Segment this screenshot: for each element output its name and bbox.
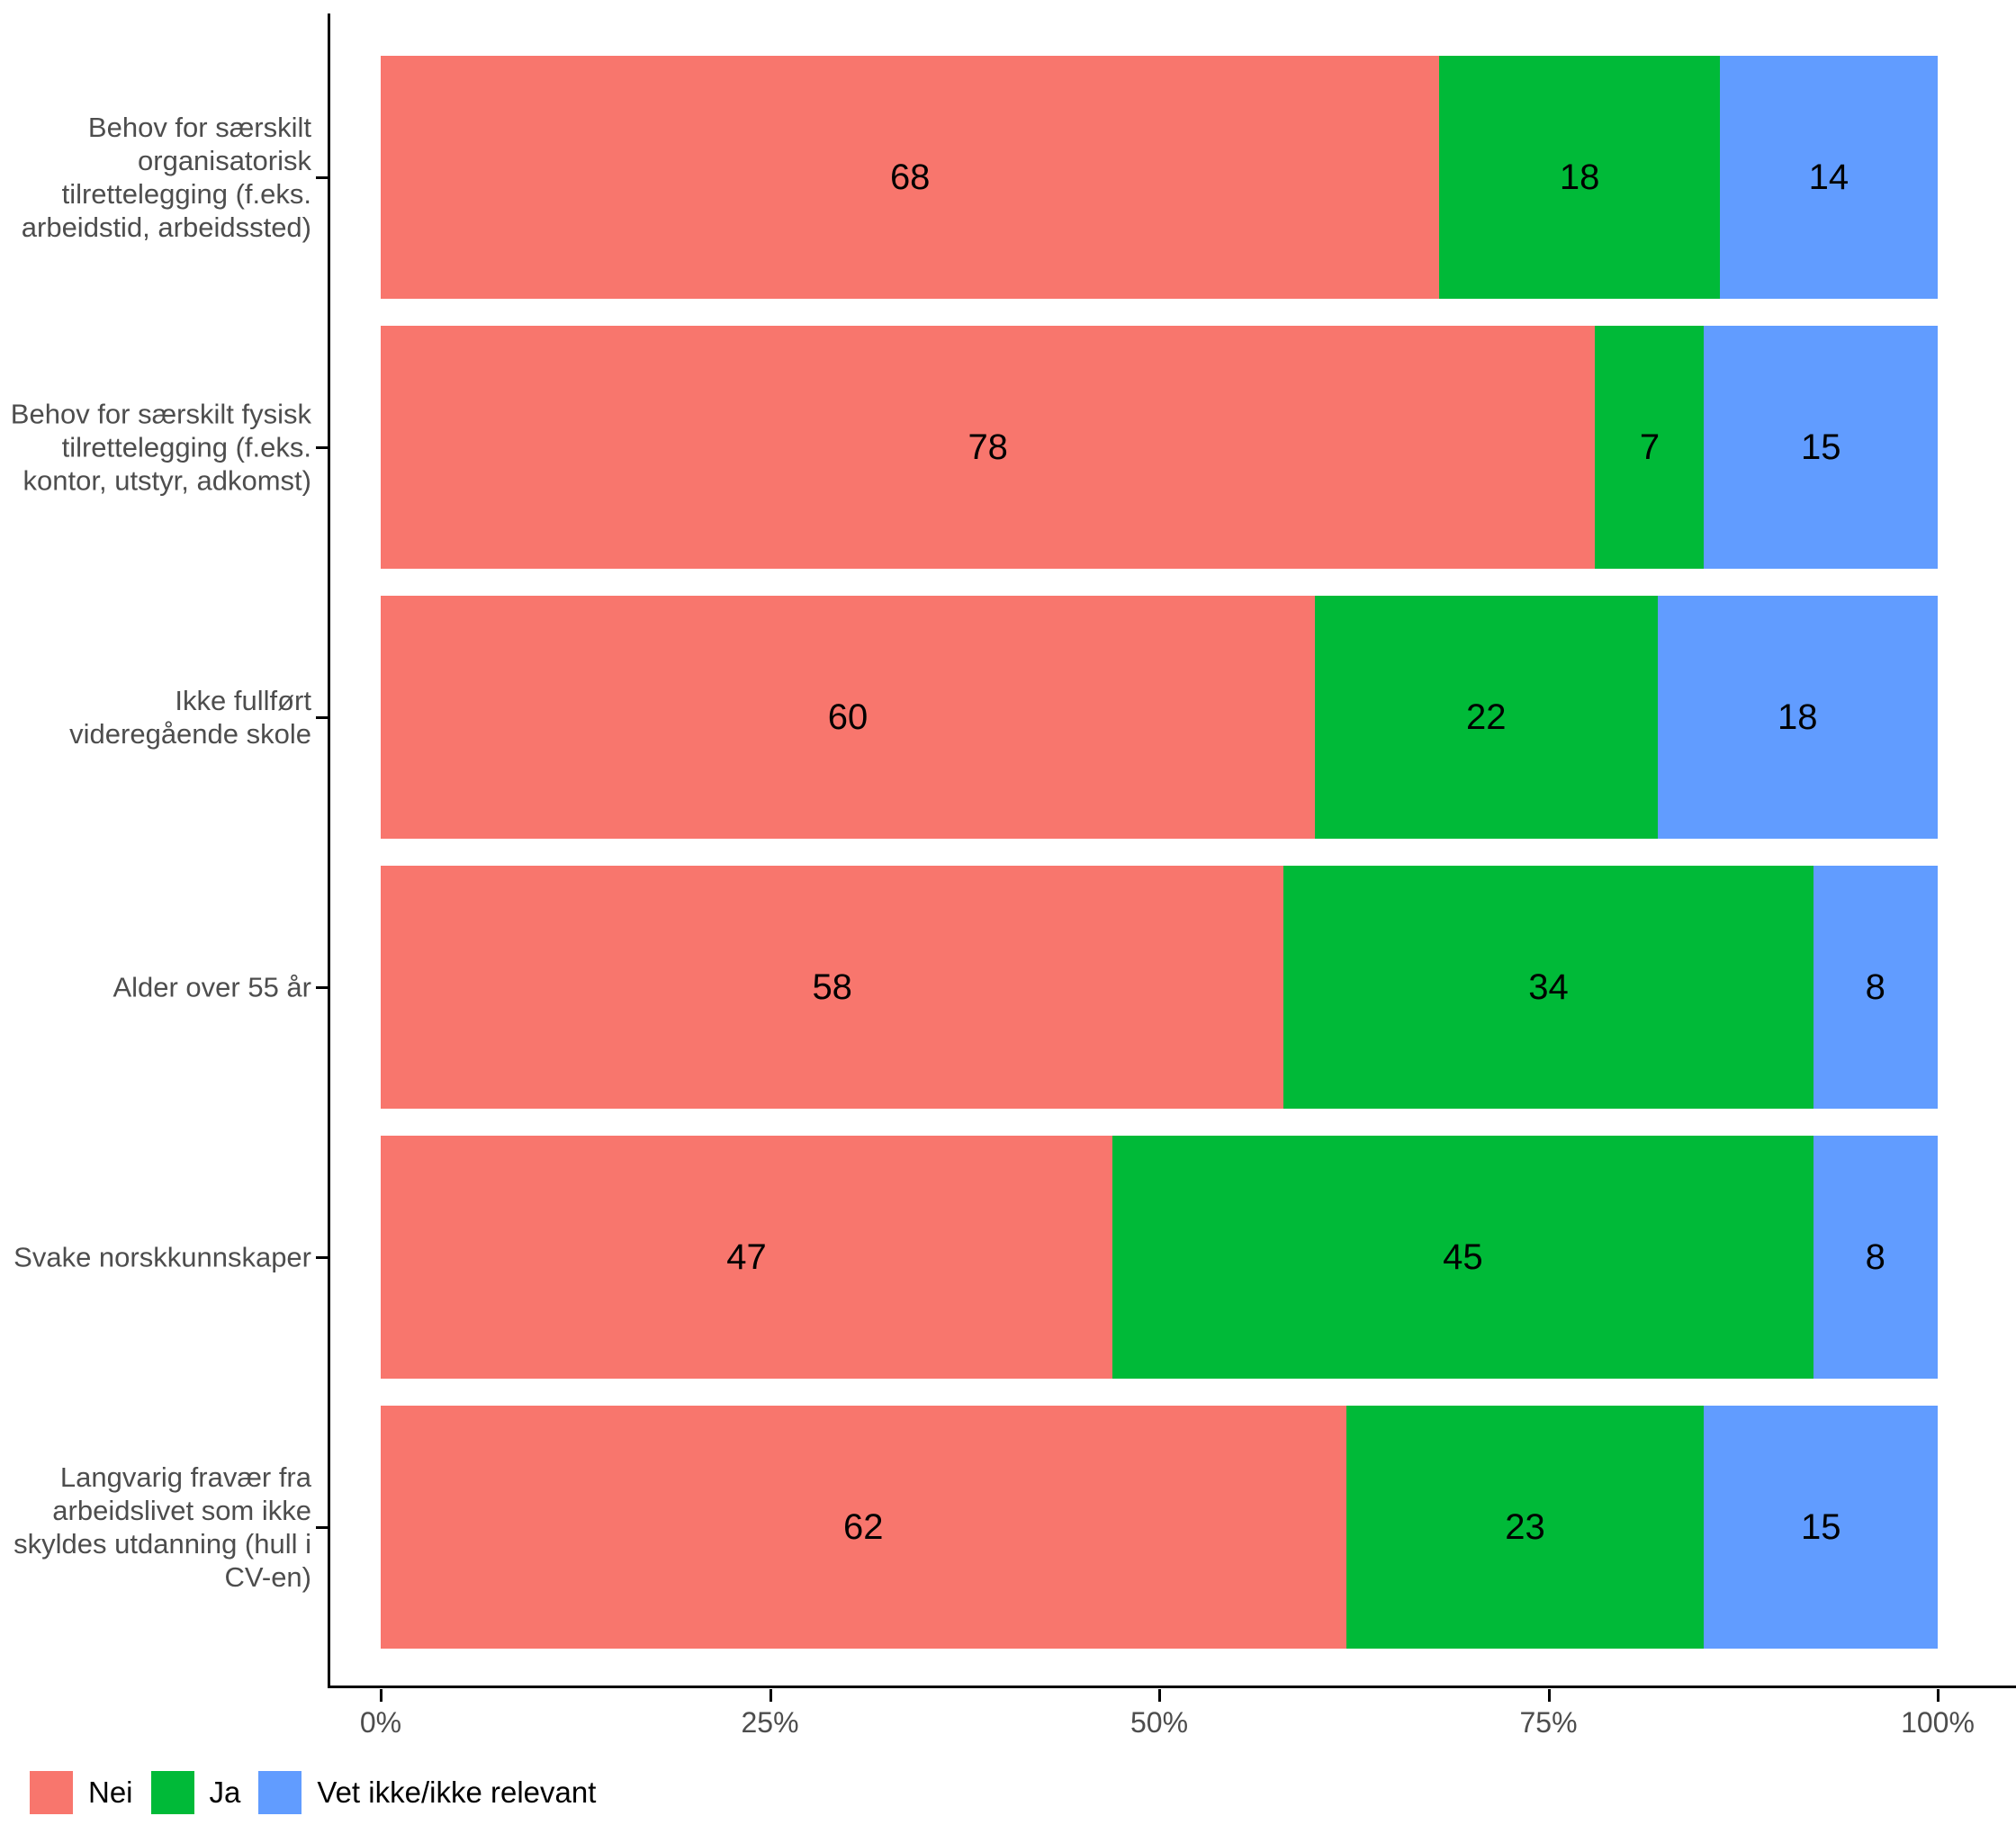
- bar-value-label: 60: [827, 697, 868, 737]
- legend-item: Nei: [30, 1771, 133, 1814]
- x-axis-tick: [769, 1689, 772, 1702]
- y-axis-tick: [316, 716, 328, 719]
- bar-segment: 22: [1315, 596, 1658, 839]
- x-axis-tick: [1547, 1689, 1551, 1702]
- bar-segment: 8: [1813, 866, 1938, 1109]
- bar-segment: 47: [381, 1136, 1113, 1379]
- y-axis-label: Behov for særskilt fysisk tilretteleggin…: [10, 398, 311, 497]
- bar-value-label: 68: [889, 157, 931, 197]
- bar-value-label: 8: [1865, 966, 1886, 1007]
- bar-value-label: 18: [1778, 697, 1818, 737]
- bar-row: 47 45 8: [381, 1136, 1938, 1379]
- bar-row: 78 7 15: [381, 326, 1938, 569]
- bar-segment: 62: [381, 1406, 1346, 1649]
- legend-item: Vet ikke/ikke relevant: [258, 1771, 596, 1814]
- bar-value-label: 18: [1559, 157, 1600, 197]
- bar-value-label: 15: [1800, 427, 1841, 467]
- bar-segment: 18: [1439, 56, 1720, 299]
- legend: Nei Ja Vet ikke/ikke relevant: [30, 1771, 614, 1814]
- y-axis-label: Alder over 55 år: [112, 971, 311, 1003]
- x-axis-tick-label: 100%: [1901, 1706, 1975, 1739]
- y-axis-tick: [316, 1526, 328, 1529]
- bar-value-label: 62: [843, 1506, 884, 1547]
- bar-segment: 60: [381, 596, 1315, 839]
- bar-row: 58 34 8: [381, 866, 1938, 1109]
- y-axis-label: Langvarig fravær fra arbeidslivet som ik…: [14, 1461, 311, 1593]
- legend-swatch: [150, 1771, 194, 1814]
- bar-value-label: 15: [1800, 1506, 1841, 1547]
- x-axis-tick: [380, 1689, 382, 1702]
- x-axis-tick-label: 50%: [1130, 1706, 1189, 1739]
- y-axis-tick: [316, 1256, 328, 1259]
- bar-value-label: 7: [1639, 427, 1660, 467]
- plot-panel: [328, 13, 2016, 1688]
- y-axis-label: Ikke fullført videregående skole: [69, 685, 311, 750]
- bar-segment: 34: [1283, 866, 1814, 1109]
- legend-label: Vet ikke/ikke relevant: [317, 1776, 597, 1809]
- y-axis-label: Svake norskkunnskaper: [14, 1241, 311, 1273]
- bar-value-label: 34: [1528, 966, 1569, 1007]
- x-axis-tick: [1937, 1689, 1940, 1702]
- bar-value-label: 58: [812, 966, 852, 1007]
- bar-value-label: 8: [1865, 1236, 1886, 1277]
- x-axis-tick: [1158, 1689, 1161, 1702]
- x-axis-tick-label: 0%: [359, 1706, 402, 1739]
- bar-segment: 45: [1112, 1136, 1814, 1379]
- legend-label: Nei: [88, 1776, 133, 1809]
- bar-value-label: 45: [1443, 1236, 1483, 1277]
- bar-segment: 15: [1704, 326, 1938, 569]
- x-axis-tick-label: 75%: [1519, 1706, 1578, 1739]
- x-axis-tick-label: 25%: [741, 1706, 799, 1739]
- legend-swatch: [258, 1771, 302, 1814]
- bar-row: 62 23 15: [381, 1406, 1938, 1649]
- bar-segment: 58: [381, 866, 1284, 1109]
- y-axis-tick: [316, 176, 328, 179]
- bar-segment: 15: [1704, 1406, 1938, 1649]
- bar-value-label: 78: [968, 427, 1008, 467]
- bar-value-label: 47: [726, 1236, 767, 1277]
- bar-segment: 78: [381, 326, 1596, 569]
- bar-segment: 68: [381, 56, 1440, 299]
- bar-row: 60 22 18: [381, 596, 1938, 839]
- legend-label: Ja: [209, 1776, 241, 1809]
- bar-segment: 23: [1346, 1406, 1705, 1649]
- y-axis-tick: [316, 986, 328, 989]
- legend-swatch: [30, 1771, 73, 1814]
- bar-segment: 7: [1595, 326, 1705, 569]
- bar-row: 68 18 14: [381, 56, 1938, 299]
- bar-segment: 18: [1657, 596, 1938, 839]
- legend-item: Ja: [150, 1771, 241, 1814]
- bar-value-label: 22: [1466, 697, 1507, 737]
- bar-value-label: 23: [1505, 1506, 1545, 1547]
- bar-segment: 14: [1719, 56, 1938, 299]
- y-axis-label: Behov for særskilt organisatorisk tilret…: [21, 112, 311, 243]
- bar-segment: 8: [1813, 1136, 1938, 1379]
- y-axis-tick: [316, 446, 328, 449]
- bar-value-label: 14: [1808, 157, 1850, 197]
